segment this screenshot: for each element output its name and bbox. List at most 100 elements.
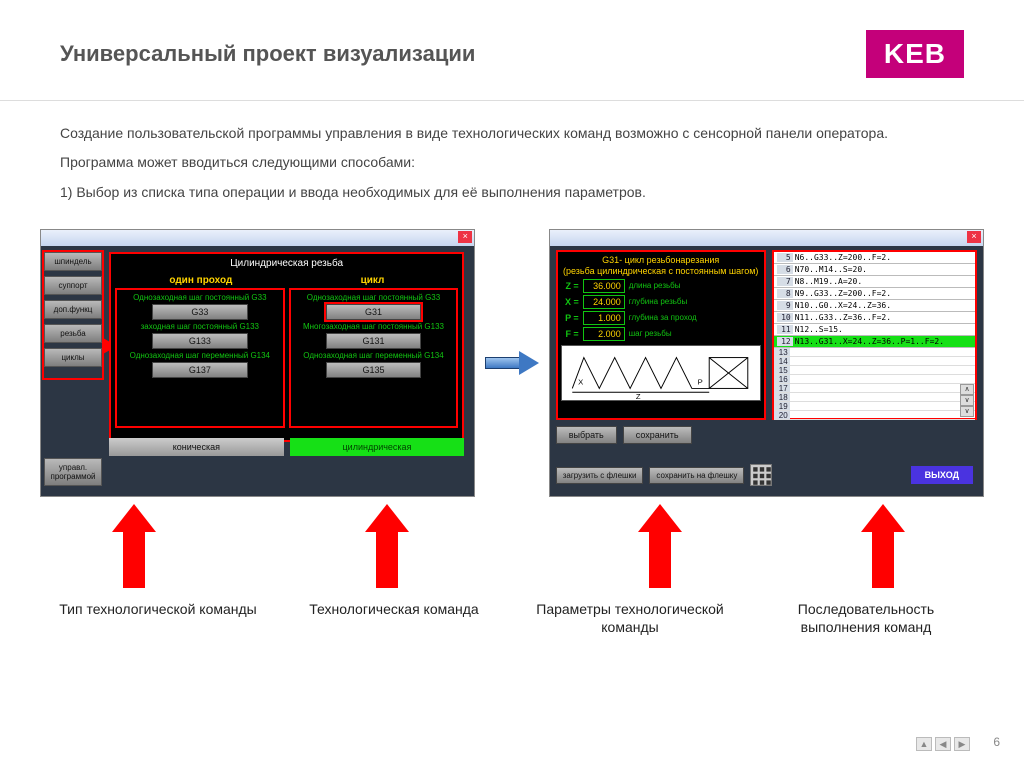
tab-conical[interactable]: коническая	[109, 438, 284, 456]
param-row: P = 1.000 глубина за проход	[561, 311, 761, 325]
sidebar-item[interactable]: резьба	[44, 324, 102, 343]
uparrow-3	[638, 504, 682, 588]
param-value[interactable]: 1.000	[583, 311, 625, 325]
sequence-row-empty: 13	[774, 348, 975, 357]
window-titlebar: ×	[550, 230, 983, 246]
param-row: F = 2.000 шаг резьбы	[561, 327, 761, 341]
sidebar-item[interactable]: циклы	[44, 348, 102, 367]
gcode-button[interactable]: G33	[152, 304, 248, 320]
nav-prev-icon[interactable]: ◀	[935, 737, 951, 751]
left-window: × шпиндель суппорт доп.функц резьба циклы Ци…	[40, 229, 475, 497]
brand-logo: KEB	[866, 30, 964, 78]
gcode-button[interactable]: G131	[326, 333, 422, 349]
content-panel: Цилиндрическая резьба один проход цикл О…	[109, 252, 464, 442]
sequence-row[interactable]: 6N70..M14..S=20.	[774, 264, 975, 276]
gcode-button[interactable]: G135	[326, 362, 422, 378]
param-desc: глубина резьбы	[629, 297, 688, 306]
caption-3: Параметры технологической команды	[530, 600, 730, 636]
param-desc: длина резьбы	[629, 281, 681, 290]
sequence-row[interactable]: 12N13..G31..X=24..Z=36..P=1..F=2.	[774, 336, 975, 348]
slide-title: Универсальный проект визуализации	[60, 41, 475, 67]
window-titlebar: ×	[41, 230, 474, 246]
svg-text:X: X	[578, 377, 583, 386]
param-value[interactable]: 36.000	[583, 279, 625, 293]
flow-arrow-icon	[485, 351, 538, 375]
sequence-row[interactable]: 7N8..M19..A=20.	[774, 276, 975, 288]
exit-button[interactable]: ВЫХОД	[911, 466, 973, 484]
bottom-tabs: коническая цилиндрическая	[109, 438, 464, 456]
col-header-1: один проход	[115, 273, 287, 288]
sidebar-item[interactable]: доп.функц	[44, 300, 102, 319]
param-label: F =	[561, 329, 579, 339]
panel-title: Цилиндрическая резьба	[115, 258, 458, 269]
param-title: G31- цикл резьбонарезания(резьба цилиндр…	[561, 255, 761, 277]
close-icon[interactable]: ×	[967, 231, 981, 243]
svg-text:P: P	[697, 377, 702, 386]
sequence-row[interactable]: 5N6..G33..Z=200..F=2.	[774, 252, 975, 264]
gcode-button[interactable]: G31	[326, 304, 422, 320]
callout-arrows	[0, 504, 1024, 588]
sequence-row-empty: 20	[774, 411, 975, 420]
parameter-panel: G31- цикл резьбонарезания(резьба цилиндр…	[556, 250, 766, 420]
op-description: Многозаходная шаг постоянный G133	[294, 322, 454, 331]
slide-nav[interactable]: ▲ ◀ ▶	[916, 737, 970, 751]
sequence-row-empty: 15	[774, 366, 975, 375]
sidebar: шпиндель суппорт доп.функц резьба циклы	[44, 252, 102, 367]
caption-1: Тип технологической команды	[58, 600, 258, 636]
param-value[interactable]: 2.000	[583, 327, 625, 341]
sequence-row-empty: 18	[774, 393, 975, 402]
nav-up-icon[interactable]: ▲	[916, 737, 932, 751]
param-desc: глубина за проход	[629, 313, 697, 322]
uparrow-1	[112, 504, 156, 588]
svg-text:Z: Z	[636, 392, 641, 400]
sequence-row-empty: 16	[774, 375, 975, 384]
param-row: X = 24.000 глубина резьбы	[561, 295, 761, 309]
sidebar-item[interactable]: шпиндель	[44, 252, 102, 271]
right-window: × G31- цикл резьбонарезания(резьба цилин…	[549, 229, 984, 497]
param-value[interactable]: 24.000	[583, 295, 625, 309]
column-2: Однозаходная шаг постоянный G33 G31 Многоз…	[289, 288, 459, 428]
uparrow-2	[365, 504, 409, 588]
page-number: 6	[993, 735, 1000, 749]
param-desc: шаг резьбы	[629, 329, 672, 338]
param-label: P =	[561, 313, 579, 323]
close-icon[interactable]: ×	[458, 231, 472, 243]
caption-2: Технологическая команда	[294, 600, 494, 636]
col-header-2: цикл	[287, 273, 459, 288]
sequence-row[interactable]: 10N11..G33..Z=36..F=2.	[774, 312, 975, 324]
param-label: Z =	[561, 281, 579, 291]
divider	[0, 100, 1024, 101]
sequence-row[interactable]: 9N10..G0..X=24..Z=36.	[774, 300, 975, 312]
keypad-icon[interactable]	[750, 464, 772, 486]
sequence-row[interactable]: 8N9..G33..Z=200..F=2.	[774, 288, 975, 300]
select-button[interactable]: выбрать	[556, 426, 617, 444]
save-button[interactable]: сохранить	[623, 426, 692, 444]
save-flash-button[interactable]: сохранить на флешку	[649, 467, 744, 484]
program-control-button[interactable]: управл. программой	[44, 458, 102, 486]
gcode-button[interactable]: G137	[152, 362, 248, 378]
param-label: X =	[561, 297, 579, 307]
op-description: Однозаходная шаг переменный G134	[294, 351, 454, 360]
under-buttons: выбрать сохранить	[556, 426, 692, 444]
seq-scroll[interactable]: ∧∨∨	[960, 384, 974, 417]
intro-p2: Программа может вводиться следующими спо…	[60, 148, 964, 177]
op-description: заходная шаг постоянный G133	[120, 322, 280, 331]
tab-cylindrical[interactable]: цилиндрическая	[290, 438, 465, 456]
column-1: Однозаходная шаг постоянный G33 G33 заходн…	[115, 288, 285, 428]
load-flash-button[interactable]: загрузить с флешки	[556, 467, 644, 484]
intro-p1: Создание пользовательской программы упра…	[60, 119, 964, 148]
sequence-row-empty: 14	[774, 357, 975, 366]
sequence-row[interactable]: 11N12..S=15.	[774, 324, 975, 336]
captions-row: Тип технологической команды Технологичес…	[0, 588, 1024, 648]
sidebar-item[interactable]: суппорт	[44, 276, 102, 295]
caption-4: Последовательность выполнения команд	[766, 600, 966, 636]
param-row: Z = 36.000 длина резьбы	[561, 279, 761, 293]
sequence-row-empty: 19	[774, 402, 975, 411]
intro-p3: 1) Выбор из списка типа операции и ввода…	[60, 178, 964, 207]
sidebar-bottom: управл. программой	[44, 458, 102, 486]
nav-next-icon[interactable]: ▶	[954, 737, 970, 751]
uparrow-4	[861, 504, 905, 588]
gcode-button[interactable]: G133	[152, 333, 248, 349]
op-description: Однозаходная шаг постоянный G33	[120, 293, 280, 302]
op-description: Однозаходная шаг постоянный G33	[294, 293, 454, 302]
